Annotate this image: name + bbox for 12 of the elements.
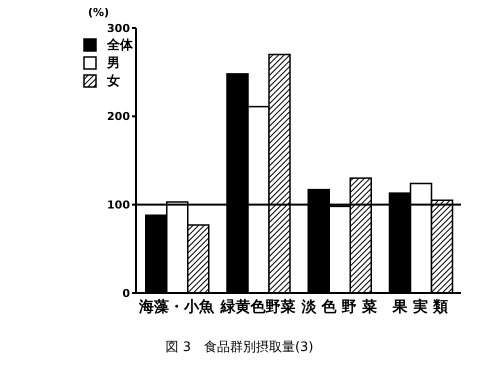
x-tick-label: 淡 色 野 菜	[300, 298, 377, 316]
legend-label: 全体	[107, 37, 133, 54]
y-tick-label: 0	[122, 286, 130, 300]
text: 図 3 食品群別摂取量(3)	[164, 339, 314, 356]
x-tick-label: 緑黄色野菜	[219, 298, 296, 316]
x-tick-label: 海藻・小魚	[138, 298, 216, 316]
y-tick-label: 300	[107, 22, 130, 35]
y-tick-label: 100	[107, 198, 130, 212]
legend-label: 男	[107, 55, 120, 72]
x-tick-label: 果 実 類	[392, 298, 448, 316]
legend-label: 女	[107, 73, 120, 90]
y-tick-label: 200	[107, 110, 130, 124]
